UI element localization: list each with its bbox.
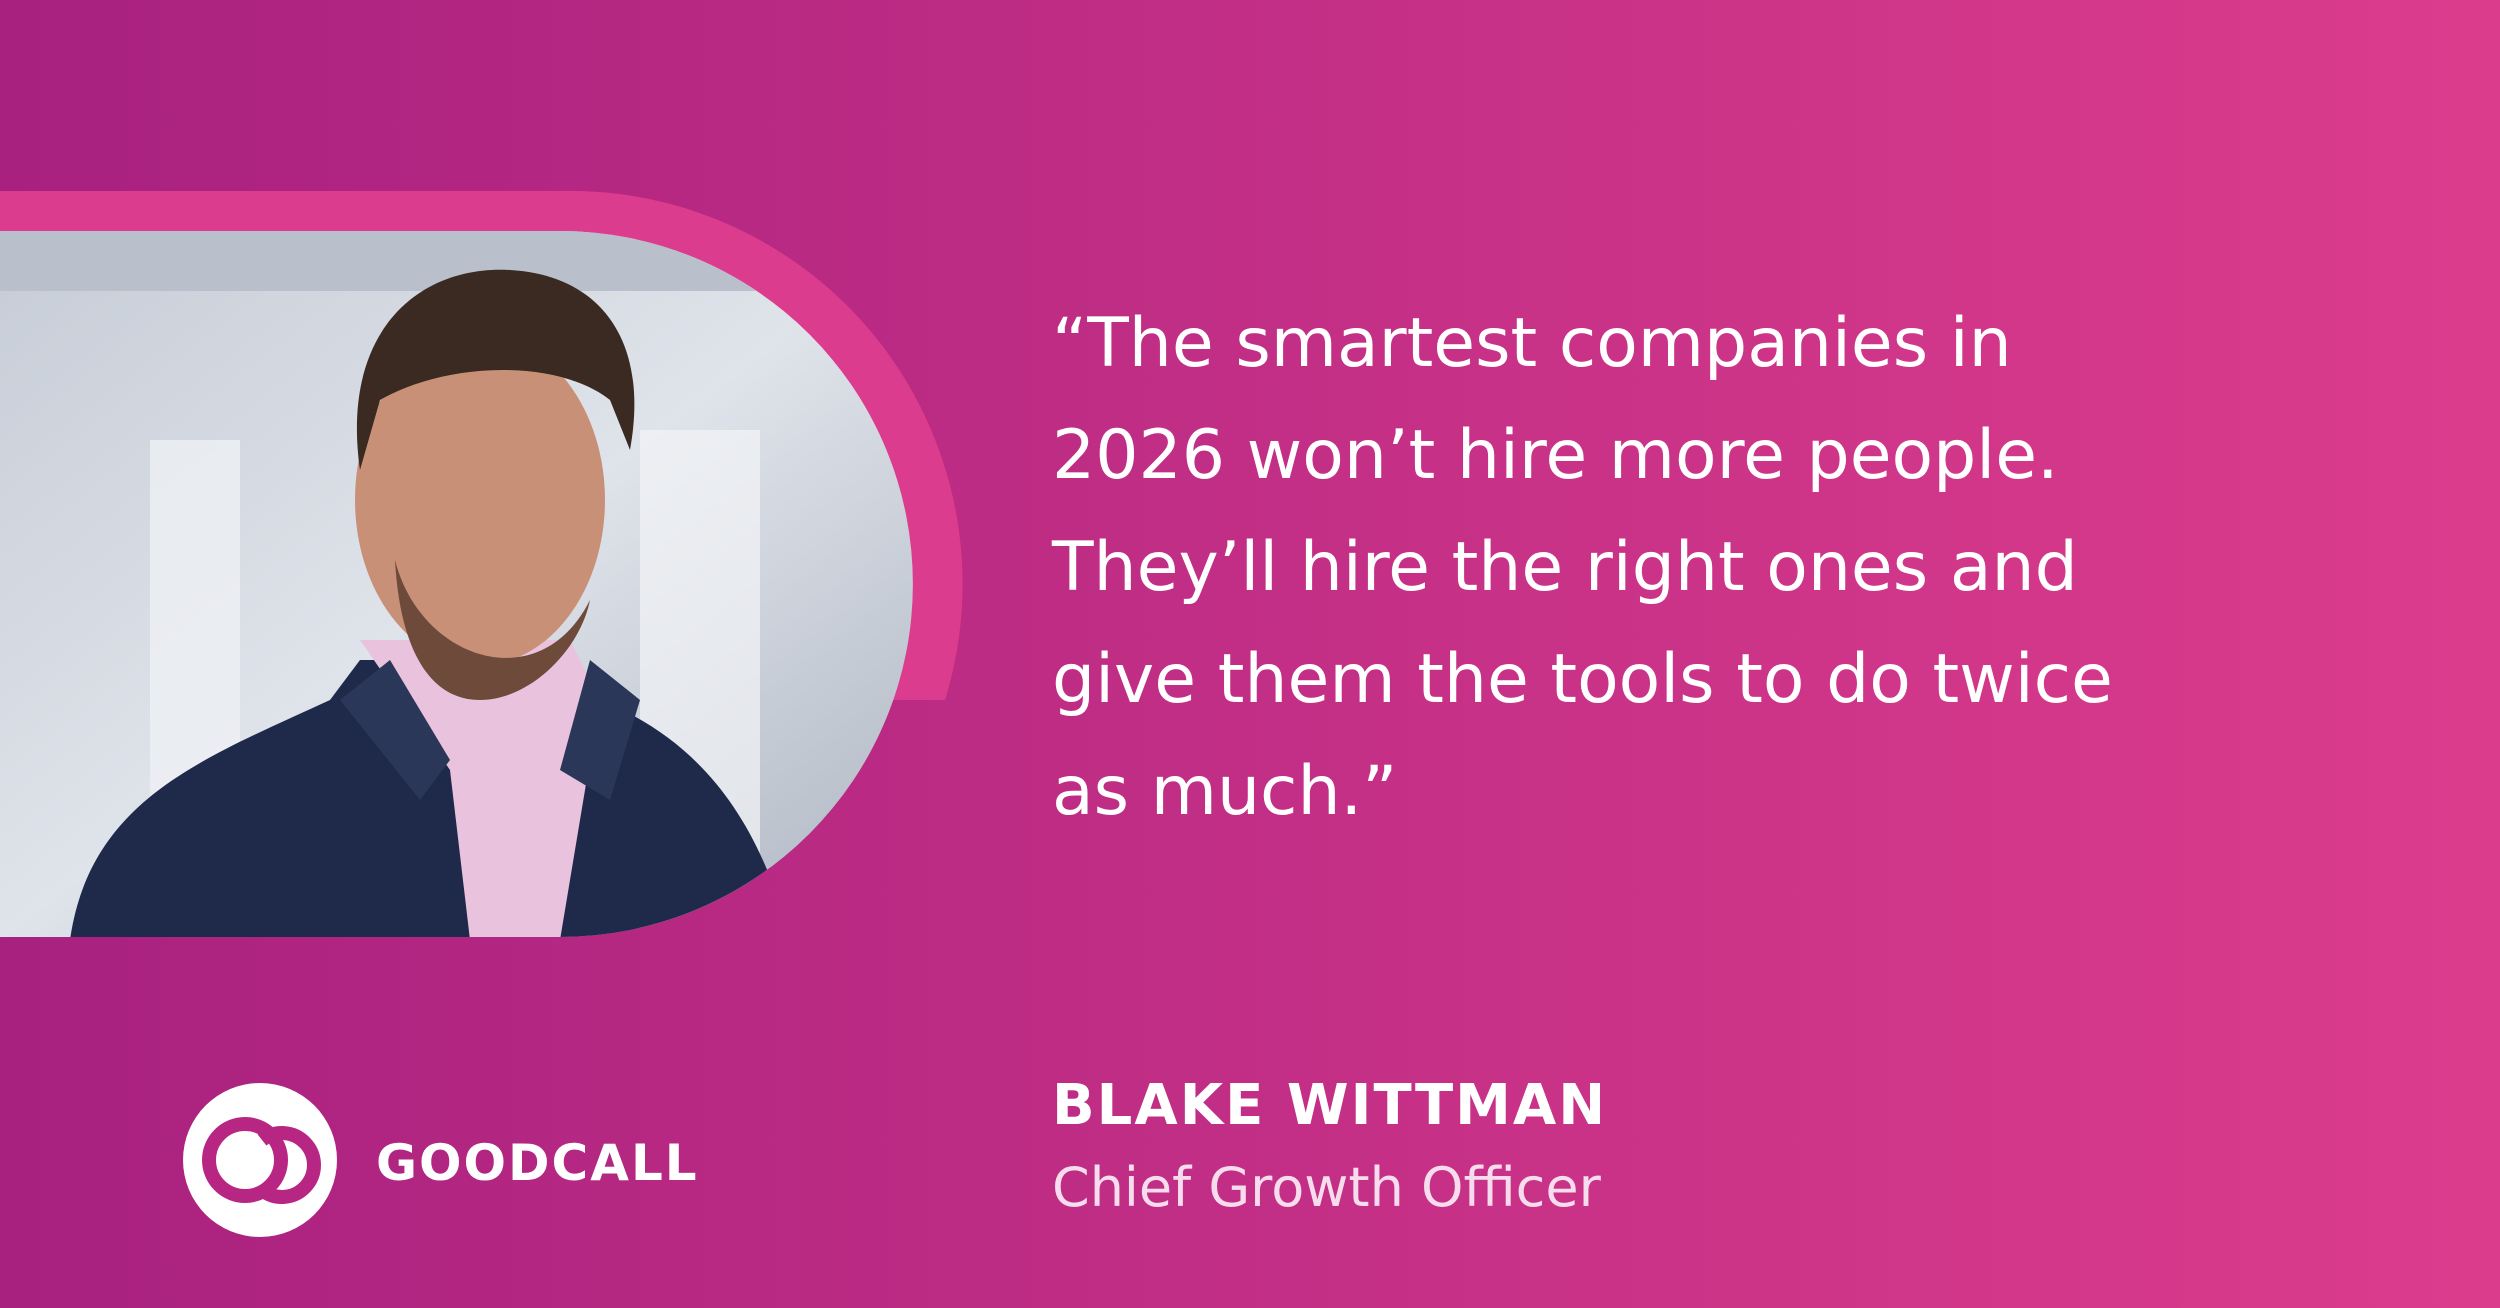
quote-line: give them the tools to do twice	[1052, 640, 2113, 719]
quote-line: as much.”	[1052, 752, 1397, 831]
quote-line: 2026 won’t hire more people.	[1052, 416, 2059, 495]
portrait-photo	[0, 231, 913, 937]
quote-line: They’ll hire the right ones and	[1051, 528, 2078, 607]
brand-logo	[183, 1083, 337, 1237]
person-name: BLAKE WITTMAN	[1052, 1073, 1607, 1138]
quote: “The smartest companies in 2026 won’t hir…	[1051, 304, 2113, 831]
person-title: Chief Growth Officer	[1052, 1156, 1602, 1219]
quote-line: “The smartest companies in	[1052, 304, 2012, 383]
brand-name: GOODCALL	[376, 1134, 699, 1192]
